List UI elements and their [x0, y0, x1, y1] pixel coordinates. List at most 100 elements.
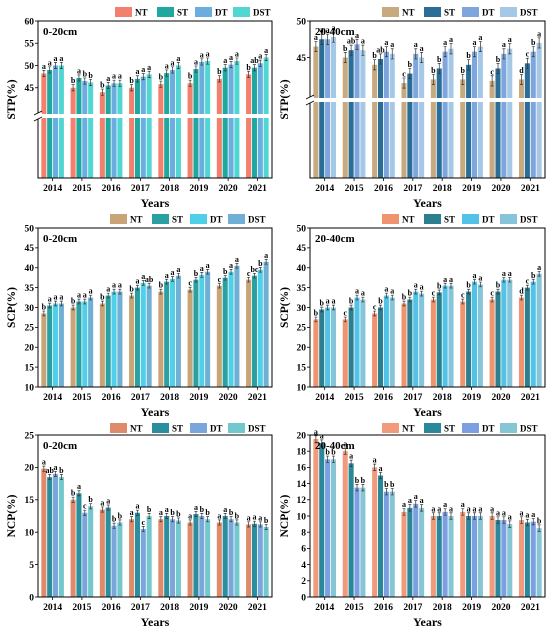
panel-1-errorbar-st-2020	[223, 64, 227, 72]
panel-2-letter-st-2019: b	[466, 51, 471, 60]
panel-6-errorbar-nt-2018	[431, 512, 435, 520]
panel-3-bar-st-2017	[134, 287, 140, 387]
panel-1-bar-st-2015	[76, 77, 82, 178]
panel-3-bar-dt-2019	[199, 274, 205, 387]
panel-6-bar-dt-2018	[442, 511, 448, 597]
panel-4-errorbar-st-2017	[408, 296, 412, 303]
panel-1-letter-nt-2015: b	[71, 76, 76, 85]
panel-5-xtick-2017: 2017	[131, 603, 150, 613]
panel-1-bar-dt-2014	[53, 65, 59, 178]
panel-3-letter-st-2018: a	[165, 271, 169, 280]
panel-4-bar-st-2017	[407, 299, 413, 387]
panel-6-letter-dt-2015: b	[355, 476, 360, 485]
panel-6-letter-dt-2020: a	[502, 508, 506, 517]
panel-1-bar-dst-2014	[58, 65, 64, 178]
panel-5-bar-dt-2017	[140, 528, 146, 597]
panel-5-bar-dst-2014	[58, 477, 64, 597]
panel-2-x-axis-label: Years	[413, 196, 442, 210]
panel-4-errorbar-st-2018	[437, 289, 441, 296]
panel-4-bar-nt-2021	[518, 297, 525, 387]
panel-5-bar-st-2017	[134, 512, 140, 597]
panel-4-errorbar-st-2015	[349, 304, 353, 311]
panel-6-bar-st-2016	[377, 475, 384, 597]
panel-1-letter-dst-2014: a	[59, 54, 63, 63]
panel-2-bar-dst-2021	[536, 42, 542, 179]
panel-4-xtick-2020: 2020	[491, 393, 510, 403]
panel-2-xtick-2017: 2017	[403, 184, 422, 194]
panel-2-ytick-45: 45	[297, 54, 307, 64]
panel-2-letter-dt-2021: b	[531, 38, 536, 47]
panel-2-legend-label-nt: NT	[402, 8, 415, 18]
panel-3-errorbar-nt-2014	[42, 310, 46, 317]
panel-1-bar-st-2021	[251, 67, 257, 178]
panel-6-bar-nt-2018	[430, 516, 436, 597]
panel-3-legend-swatch-dst	[228, 214, 245, 224]
panel-3-errorbar-dt-2021	[258, 267, 262, 273]
panel-1-depth-label: 0-20cm	[43, 26, 77, 38]
panel-4-letter-st-2014: b	[320, 299, 325, 308]
panel-5-ytick-5: 5	[29, 561, 34, 571]
panel-5-errorbar-dst-2014	[59, 474, 63, 481]
panel-4-errorbar-dt-2017	[414, 288, 418, 295]
panel-3-errorbar-nt-2017	[130, 292, 134, 299]
panel-6-xtick-2016: 2016	[374, 603, 393, 613]
panel-5-errorbar-nt-2016	[100, 506, 104, 513]
panel-3-bar-st-2015	[76, 301, 82, 387]
panel-5-bar-dt-2021	[257, 524, 263, 597]
panel-4-letter-nt-2018: c	[432, 289, 436, 298]
panel-6-bar-nt-2016	[372, 467, 378, 597]
panel-6-errorbar-dt-2019	[473, 512, 476, 520]
panel-3-letter-st-2020: b	[223, 267, 228, 276]
panel-6-errorbar-st-2019	[467, 512, 471, 520]
panel-5-bar-nt-2015	[70, 499, 76, 597]
panel-3-letter-st-2015: a	[77, 291, 81, 300]
panel-4-legend-swatch-nt	[382, 214, 399, 224]
panel-2-bar-st-2014	[319, 39, 325, 178]
panel-3-errorbar-nt-2019	[188, 286, 192, 293]
panel-4-bar-dt-2014	[325, 307, 331, 387]
panel-5-errorbar-st-2017	[135, 509, 139, 516]
panel-6-ytick-0: 0	[301, 593, 306, 603]
panel-5-bar-dst-2018	[175, 520, 181, 597]
panel-1-letter-dst-2016: a	[118, 72, 122, 81]
panel-4-ytick-45: 45	[297, 244, 307, 254]
panel-2-errorbar-st-2019	[467, 59, 471, 71]
panel-1-errorbar-dst-2014	[59, 62, 63, 69]
panel-1-bar-nt-2014	[41, 73, 47, 178]
panel-6-bar-st-2021	[524, 522, 530, 597]
panel-4-bar-dt-2015	[354, 297, 360, 387]
panel-1-bar-nt-2019	[187, 83, 193, 178]
panel-3-errorbar-dst-2021	[264, 259, 268, 265]
panel-1-errorbar-dst-2018	[176, 62, 180, 69]
panel-5-bar-dt-2019	[199, 516, 205, 597]
panel-6-ytick-16: 16	[297, 464, 307, 474]
panel-1-xtick-2017: 2017	[131, 184, 150, 194]
panel-2-letter-dt-2015: a	[355, 31, 359, 40]
panel-5-bar-dt-2018	[170, 519, 176, 597]
panel-1-errorbar-nt-2014	[42, 70, 46, 77]
panel-4-letter-st-2015: b	[349, 297, 354, 306]
panel-5-bar-dst-2017	[146, 516, 152, 597]
panel-5-letter-dst-2020: b	[235, 511, 240, 520]
panel-3-ytick-40: 40	[25, 264, 35, 274]
panel-5-ytick-25: 25	[25, 431, 35, 441]
panel-5-letter-nt-2019: a	[188, 511, 192, 520]
panel-4-y-axis-label: SCP(%)	[279, 287, 291, 328]
panel-6-letter-nt-2017: a	[402, 500, 406, 509]
panel-4-letter-dt-2016: a	[384, 285, 388, 294]
panel-5-y-axis-label: NCP(%)	[6, 494, 18, 537]
panel-5-bar-nt-2016	[99, 509, 105, 597]
panel-2-bar-st-2015	[348, 50, 354, 179]
panel-3-letter-dt-2017: a	[141, 272, 145, 281]
panel-3-letter-dst-2016: a	[118, 281, 122, 290]
panel-1-letter-dt-2014: a	[54, 54, 58, 63]
panel-6-letter-dt-2018: a	[443, 500, 447, 509]
panel-1-errorbar-st-2015	[77, 74, 81, 82]
panel-2-letter-dt-2017: a	[414, 40, 418, 49]
panel-5-bar-dt-2020	[228, 519, 234, 597]
panel-1-errorbar-st-2021	[252, 64, 256, 72]
panel-5-letter-st-2020: a	[223, 505, 227, 514]
panel-4-bar-dt-2020	[501, 279, 507, 387]
panel-5-bar-nt-2020	[216, 522, 222, 597]
